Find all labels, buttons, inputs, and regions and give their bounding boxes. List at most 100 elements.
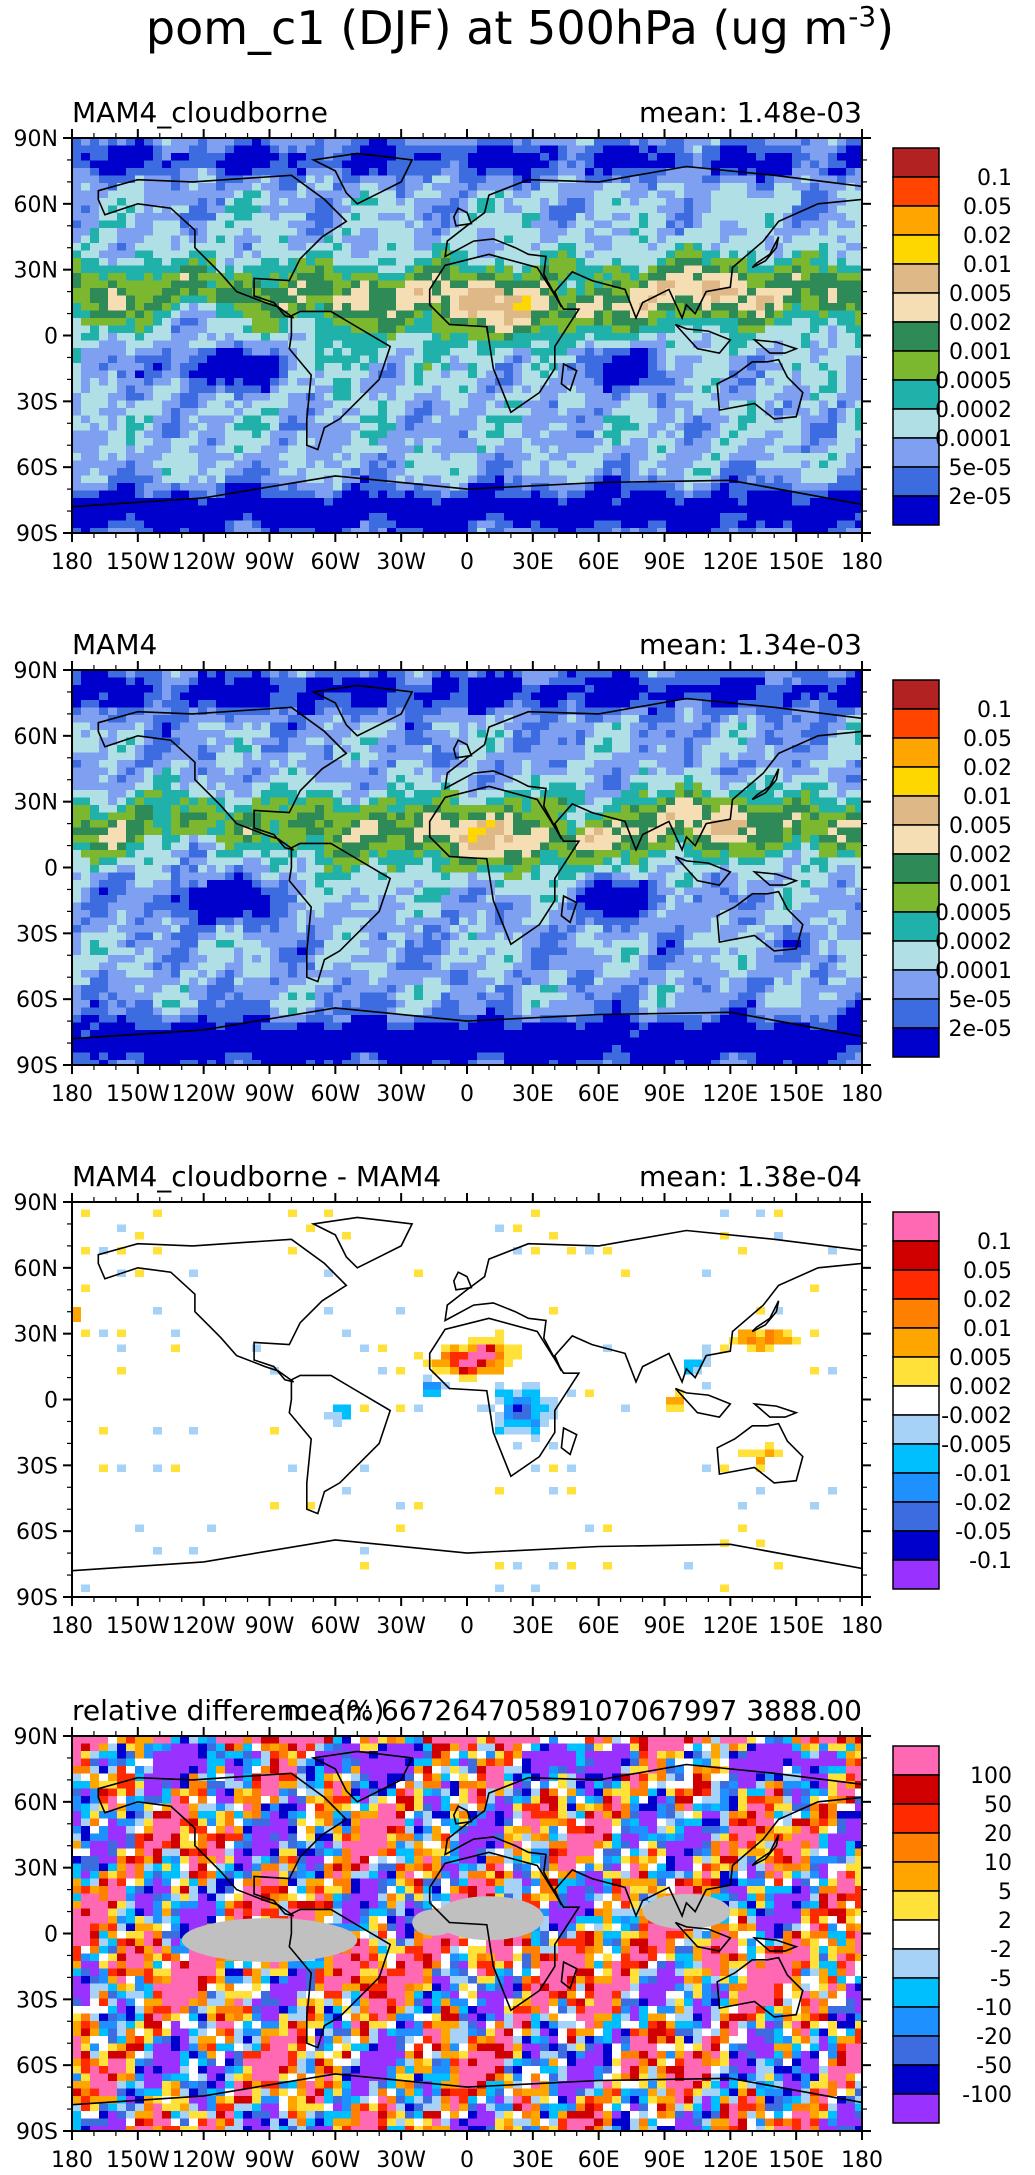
lon-tick-label: 180: [841, 550, 883, 575]
lat-tick-label: 30S: [16, 1454, 58, 1479]
colorbar-swatch: [892, 1559, 940, 1590]
lat-tick-label: 60N: [14, 193, 58, 218]
colorbar-swatch: [892, 911, 940, 942]
lat-tick-label: 90N: [14, 659, 58, 684]
lon-tick-label: 60E: [578, 1082, 620, 1107]
colorbar-swatch: [892, 1861, 940, 1892]
lon-tick-label: 30E: [512, 2148, 554, 2173]
lon-tick-label: 90W: [245, 1614, 295, 1639]
field-raster: [72, 1202, 862, 1597]
colorbar-swatch: [892, 1745, 940, 1776]
lat-tick-label: 0: [44, 857, 58, 882]
lon-tick-label: 150E: [768, 2148, 824, 2173]
colorbar-swatch: [892, 795, 940, 826]
colorbar-label: 0.02: [963, 224, 1012, 249]
lon-tick-label: 150W: [106, 1082, 170, 1107]
field-raster: [72, 138, 862, 533]
colorbar-swatch: [892, 1027, 940, 1058]
lat-tick-label: 30N: [14, 791, 58, 816]
colorbar-swatch: [892, 940, 940, 971]
colorbar-swatch: [892, 1414, 940, 1445]
colorbar-swatch: [892, 350, 940, 381]
colorbar-swatch: [892, 1948, 940, 1979]
lon-tick-label: 60W: [310, 550, 360, 575]
lon-tick-label: 120E: [702, 1614, 758, 1639]
lon-tick-label: 90E: [644, 550, 686, 575]
lon-tick-label: 60W: [310, 1614, 360, 1639]
colorbar-label: -50: [976, 2054, 1012, 2079]
colorbar-swatch: [892, 1211, 940, 1242]
colorbar-swatch: [892, 234, 940, 265]
panel-mean-label: mean: 1.38e-04: [639, 1160, 862, 1193]
colorbar-label: 0.1: [977, 1230, 1012, 1255]
colorbar-swatch: [892, 1832, 940, 1863]
lat-tick-label: 60S: [16, 1520, 58, 1545]
lat-tick-label: 60N: [14, 725, 58, 750]
lon-tick-label: 180: [841, 1082, 883, 1107]
lon-tick-label: 150E: [768, 1082, 824, 1107]
lat-tick-label: 60S: [16, 456, 58, 481]
lon-tick-label: 120W: [172, 1082, 236, 1107]
colorbar-label: -0.05: [955, 1520, 1012, 1545]
lat-tick-label: 90S: [16, 522, 58, 547]
colorbar-label: -0.02: [955, 1491, 1012, 1516]
lon-tick-label: 60E: [578, 1614, 620, 1639]
colorbar-swatch: [892, 437, 940, 468]
lon-tick-label: 90E: [644, 1614, 686, 1639]
panel-mean-label: mean: 1.34e-03: [639, 628, 862, 661]
colorbar-label: 0.0001: [935, 959, 1012, 984]
lon-tick-label: 180: [841, 2148, 883, 2173]
colorbar-label: 2: [998, 1909, 1012, 1934]
colorbar-label: -0.002: [941, 1404, 1012, 1429]
colorbar-swatch: [892, 853, 940, 884]
panel-title: relative difference (%): [72, 1694, 384, 1727]
colorbar-label: 0.002: [949, 1375, 1012, 1400]
colorbar-label: 0.0002: [935, 398, 1012, 423]
colorbar-label: 0.001: [949, 872, 1012, 897]
lon-tick-label: 30W: [376, 1614, 426, 1639]
colorbar: 0.1 0.05 0.02 0.01 0.005 0.002 -0.002 -0.005 -0.…: [892, 1211, 1012, 1590]
lat-tick-label: 0: [44, 1389, 58, 1414]
colorbar-swatch: [892, 1919, 940, 1950]
lat-tick-label: 60N: [14, 1257, 58, 1282]
colorbar-swatch: [892, 263, 940, 294]
colorbar-label: 0.0005: [935, 901, 1012, 926]
colorbar-label: 5: [998, 1880, 1012, 1905]
colorbar-label: 0.005: [949, 282, 1012, 307]
colorbar-swatch: [892, 1298, 940, 1329]
colorbar-swatch: [892, 998, 940, 1029]
colorbar-label: 0.01: [963, 1317, 1012, 1342]
lat-tick-label: 30N: [14, 259, 58, 284]
colorbar-swatch: [892, 1327, 940, 1358]
colorbar-label: 0.1: [977, 698, 1012, 723]
colorbar-label: 5e-05: [949, 456, 1012, 481]
colorbar-label: 0.002: [949, 311, 1012, 336]
colorbar-swatch: [892, 1803, 940, 1834]
lon-tick-label: 30W: [376, 2148, 426, 2173]
lat-tick-label: 30N: [14, 1857, 58, 1882]
colorbar: 0.1 0.05 0.02 0.01 0.005 0.002 0.001 0.0005 0.00…: [892, 679, 1012, 1058]
lon-tick-label: 60E: [578, 2148, 620, 2173]
colorbar-swatch: [892, 292, 940, 323]
field-raster: [72, 1736, 862, 2131]
colorbar-label: 0.005: [949, 814, 1012, 839]
field-raster: [72, 670, 862, 1065]
lat-tick-label: 0: [44, 325, 58, 350]
colorbar-label: 0.02: [963, 756, 1012, 781]
lon-tick-label: 90W: [245, 1082, 295, 1107]
panel-mean-label: mean: 1.48e-03: [639, 96, 862, 129]
colorbar-swatch: [892, 708, 940, 739]
lon-tick-label: 90E: [644, 2148, 686, 2173]
lon-tick-label: 150E: [768, 1614, 824, 1639]
colorbar-label: 0.005: [949, 1346, 1012, 1371]
lon-tick-label: 180: [51, 550, 93, 575]
lon-tick-label: 30E: [512, 1614, 554, 1639]
lat-tick-label: 60S: [16, 2054, 58, 2079]
panel-3: MAM4_cloudborne - MAM4 mean: 1.38e-04 90N 6…: [14, 1160, 1012, 1639]
coastlines: [72, 684, 862, 1065]
panel-title: MAM4_cloudborne: [72, 96, 328, 129]
lon-tick-label: 150W: [106, 550, 170, 575]
colorbar-label: 0.05: [963, 195, 1012, 220]
colorbar-label: 0.02: [963, 1288, 1012, 1313]
panel-2: MAM4 mean: 1.34e-03 90N 60N 30N 0 30S 60S 90S 180…: [14, 628, 1012, 1107]
